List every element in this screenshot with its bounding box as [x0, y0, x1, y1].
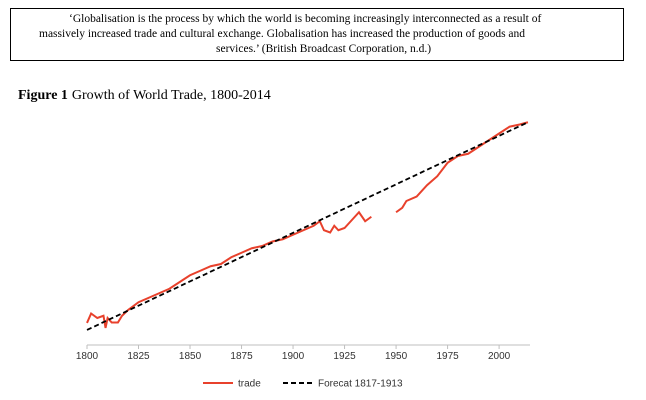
x-tick-label: 2000: [488, 351, 511, 362]
quote-line: massively increased trade and cultural e…: [39, 28, 526, 40]
figure-caption: Growth of World Trade, 1800-2014: [71, 88, 271, 103]
series-line: [86, 121, 529, 329]
legend-label: trade: [238, 379, 261, 390]
x-tick-label: 1950: [385, 351, 408, 362]
quote-line: services.’ (British Broadcast Corporatio…: [216, 43, 432, 55]
legend-label: Forecat 1817-1913: [318, 379, 403, 390]
figure-label: Figure 1: [18, 88, 68, 103]
quote-box: ‘Globalisation is the process by which t…: [10, 8, 624, 61]
x-tick-label: 1850: [179, 351, 202, 362]
figure-title: Figure 1 Growth of World Trade, 1800-2014: [18, 88, 271, 104]
x-tick-label: 1800: [76, 351, 99, 362]
x-tick-label: 1900: [282, 351, 305, 362]
x-tick-label: 1975: [436, 351, 459, 362]
x-tick-label: 1875: [230, 351, 253, 362]
quote-line: ‘Globalisation is the process by which t…: [69, 13, 542, 25]
x-tick-label: 1925: [333, 351, 356, 362]
x-tick-label: 1825: [127, 351, 150, 362]
series-line: [86, 121, 529, 331]
